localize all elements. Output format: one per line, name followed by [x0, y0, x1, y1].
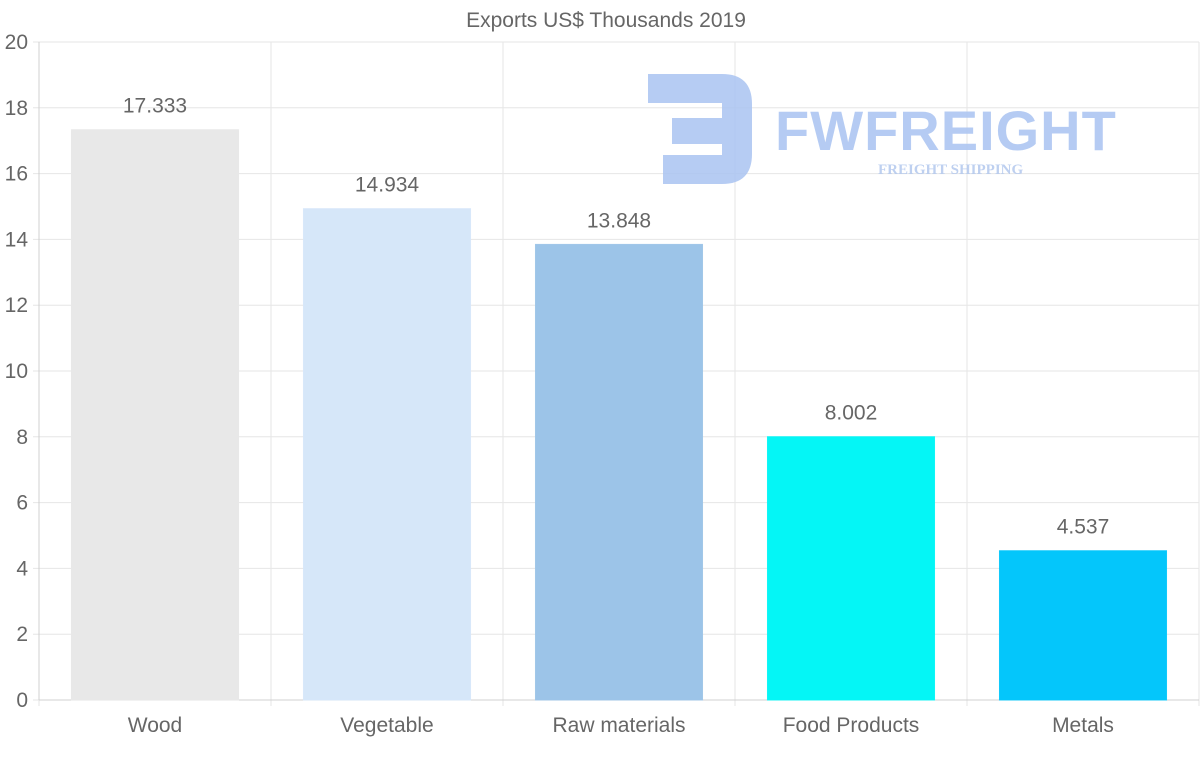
- y-tick-label: 6: [16, 492, 28, 515]
- bar-food-products: [766, 436, 936, 701]
- y-tick-label: 2: [16, 623, 28, 646]
- labels: 0 2 4 6 8 10 12 14 16 18 20 17.333 Wood 14.934 Vegetab…: [5, 31, 1114, 737]
- data-label: 13.848: [587, 209, 651, 232]
- bar-raw-materials: [534, 243, 704, 701]
- chart-title: Exports US$ Thousands 2019: [466, 9, 746, 32]
- bars: [70, 129, 1168, 701]
- y-tick-label: 4: [16, 557, 28, 580]
- bar-wood: [70, 129, 240, 701]
- y-tick-label: 12: [5, 294, 28, 317]
- bar-vegetable: [302, 208, 472, 701]
- data-label: 17.333: [123, 95, 187, 118]
- logo-mark-icon: [648, 74, 752, 184]
- x-tick-label: Food Products: [783, 714, 920, 737]
- y-tick-label: 8: [16, 426, 28, 449]
- y-tick-label: 16: [5, 163, 28, 186]
- x-tick-label: Metals: [1052, 714, 1114, 737]
- y-tick-label: 14: [5, 228, 29, 251]
- x-tick-label: Vegetable: [340, 714, 433, 737]
- y-tick-label: 18: [5, 97, 28, 120]
- data-label: 14.934: [355, 174, 420, 197]
- data-label: 4.537: [1057, 516, 1110, 539]
- x-tick-label: Raw materials: [552, 714, 685, 737]
- bar-metals: [998, 550, 1168, 701]
- watermark-logo: FWFREIGHT FREIGHT SHIPPING: [648, 74, 1117, 184]
- watermark-tagline: FREIGHT SHIPPING: [878, 162, 1023, 178]
- watermark-name: FWFREIGHT: [775, 99, 1117, 162]
- y-tick-label: 0: [16, 689, 28, 712]
- y-tick-label: 20: [5, 31, 28, 54]
- y-tick-label: 10: [5, 360, 28, 383]
- data-label: 8.002: [825, 402, 878, 425]
- x-tick-label: Wood: [128, 714, 182, 737]
